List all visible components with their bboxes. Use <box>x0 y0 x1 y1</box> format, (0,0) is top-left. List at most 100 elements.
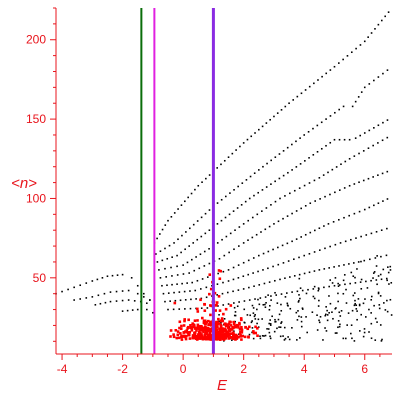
data-point <box>316 124 319 127</box>
red-data-point <box>216 335 220 339</box>
data-point <box>248 286 250 289</box>
data-point <box>109 300 112 303</box>
data-point <box>325 144 327 147</box>
data-point <box>268 281 271 283</box>
data-point <box>216 283 219 285</box>
red-data-point <box>180 335 184 338</box>
data-point <box>334 332 337 334</box>
data-point <box>354 100 357 103</box>
red-data-point <box>244 326 247 329</box>
data-point <box>266 162 268 165</box>
data-point <box>377 124 380 127</box>
data-point <box>317 287 320 289</box>
data-point <box>159 277 162 279</box>
data-point <box>318 321 321 324</box>
data-point <box>176 274 179 276</box>
data-point <box>346 324 348 326</box>
data-point <box>324 195 326 198</box>
data-point <box>388 283 390 285</box>
data-point <box>261 318 263 320</box>
data-point <box>360 313 362 316</box>
data-point <box>280 321 283 323</box>
data-point <box>314 229 316 232</box>
data-point <box>340 310 343 312</box>
data-point <box>191 281 194 284</box>
data-point <box>165 276 167 278</box>
data-point <box>272 248 274 251</box>
data-point <box>329 279 332 281</box>
data-point <box>327 171 329 174</box>
data-point <box>198 267 201 270</box>
data-point <box>376 321 378 323</box>
red-data-point <box>243 335 247 339</box>
data-point <box>353 340 356 342</box>
data-point <box>243 308 246 311</box>
data-point <box>289 192 291 195</box>
data-point <box>296 339 298 341</box>
red-data-point <box>190 329 194 332</box>
data-point <box>317 305 320 307</box>
red-data-point <box>232 322 236 326</box>
data-point <box>171 275 173 277</box>
data-point <box>106 275 109 278</box>
data-point <box>184 299 187 301</box>
data-point <box>85 297 88 299</box>
red-data-point <box>199 333 202 337</box>
data-point <box>232 266 235 269</box>
red-data-point <box>196 325 200 329</box>
red-data-point <box>198 331 201 335</box>
data-point <box>338 138 341 141</box>
data-point <box>300 236 302 238</box>
data-point <box>357 298 360 300</box>
data-point <box>197 184 200 187</box>
data-point <box>257 326 260 328</box>
data-point <box>229 192 231 194</box>
data-point <box>307 288 309 291</box>
data-point <box>284 337 287 340</box>
data-point <box>270 295 272 297</box>
data-point <box>283 326 286 329</box>
data-point <box>318 269 321 271</box>
data-point <box>384 15 386 18</box>
data-point <box>380 340 383 342</box>
data-point <box>370 337 373 340</box>
data-point <box>372 272 375 274</box>
data-point <box>249 314 252 317</box>
data-point <box>362 150 365 152</box>
red-data-point <box>220 333 223 337</box>
x-tick-label: 0 <box>180 362 187 376</box>
red-data-point <box>217 269 221 272</box>
red-data-point <box>216 330 220 333</box>
red-data-point <box>217 317 220 321</box>
data-point <box>201 181 203 183</box>
data-point <box>156 237 158 240</box>
data-point <box>332 317 334 320</box>
data-point <box>265 302 267 304</box>
data-point <box>224 195 227 198</box>
data-point <box>208 174 211 176</box>
data-point <box>279 278 281 281</box>
data-point <box>173 291 175 294</box>
data-point <box>269 319 271 321</box>
data-point <box>363 331 366 334</box>
data-point <box>222 270 225 273</box>
data-point <box>208 229 211 232</box>
data-point <box>232 278 235 281</box>
data-point <box>242 242 245 244</box>
data-point <box>164 300 166 303</box>
red-data-point <box>219 323 223 327</box>
data-point <box>246 314 249 316</box>
data-point <box>146 308 148 311</box>
data-point <box>257 270 259 273</box>
red-data-point <box>219 330 222 333</box>
red-data-point <box>187 333 191 337</box>
data-point <box>332 221 335 223</box>
data-point <box>195 298 197 300</box>
data-point <box>356 268 358 270</box>
data-point <box>264 334 267 337</box>
data-point <box>297 301 300 303</box>
red-data-point <box>209 322 213 325</box>
data-point <box>305 316 307 318</box>
red-data-point <box>204 328 208 332</box>
data-point <box>221 238 223 241</box>
